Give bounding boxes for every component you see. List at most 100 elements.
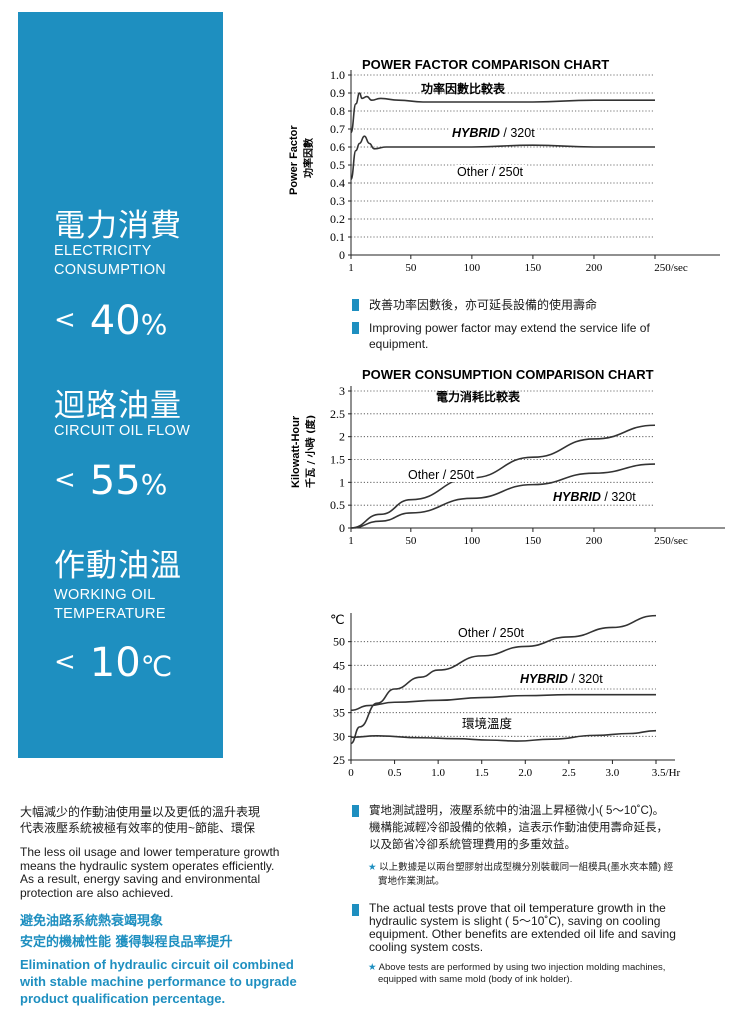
x-tick-label: 100 [464,262,481,274]
bullet-square-icon [352,805,359,817]
series-label: 環境溫度 [462,716,513,731]
y-tick-label: 0.9 [330,86,345,100]
x-tick-label: 150 [525,535,542,547]
series-name: HYBRID [520,672,568,686]
text-line: The less oil usage and lower temperature… [20,845,280,859]
y-tick-label: 45 [333,658,345,672]
y-tick-label: 2.5 [330,407,345,421]
text-line: 以及節省冷卻系統管理費用的多重效益。 [369,839,576,851]
series-line-0 [350,424,656,529]
power-consumption-chart: POWER CONSUMPTION COMPARISON CHART 電力消耗比… [290,367,725,547]
y-tick-label: 35 [333,706,345,720]
series-line-1 [350,463,656,529]
series-line-1 [350,693,656,712]
note-line: 以上數據是以兩台塑膠射出成型機分別裝載同一組模具(墨水夾本體) 經 [379,862,674,873]
x-tick-label: 1 [348,535,354,547]
note-line: Above tests are performed by using two i… [378,962,666,973]
series-line-1 [350,135,655,181]
chart-title: POWER FACTOR COMPARISON CHART [362,57,609,72]
text-line: 避免油路系統熱衰竭現象 [20,914,164,929]
x-tick-label: 100 [464,535,481,547]
y-tick-label: 0 [339,521,345,535]
chart-title: POWER CONSUMPTION COMPARISON CHART [362,367,654,382]
star-icon: ★ [368,862,377,873]
metrics-panel: 電力消費 ELECTRICITY CONSUMPTION <40% 迴路油量 C… [18,12,223,758]
label-backdrop [460,716,515,731]
series-label: Other / 250t [408,468,475,482]
series-label: HYBRID / 320t [520,672,603,686]
y-tick-label: 25 [333,753,345,767]
y-tick-label: 50 [333,635,345,649]
y-axis-label-zh: 千瓦 / 小時 (度) [304,415,317,488]
note-line: equipped with same mold (body of ink hol… [378,974,573,985]
highlight-zh: 避免油路系統熱衰竭現象 安定的機械性能 獲得製程良品率提升 [20,911,320,953]
x-tick-label: 200 [586,535,603,547]
x-tick-label: 50 [405,535,417,547]
y-axis-label: Kilowatt-Hour [290,415,302,488]
metric-en-line1: WORKING OIL [54,587,156,603]
metric-zh: 作動油溫 [54,548,182,584]
metric-number: 40 [89,298,141,344]
bullet-zh: 改善功率因數後，亦可延長設備的使用壽命 [352,297,722,313]
y-unit-label: ℃ [330,612,345,627]
y-tick-label: 0.7 [330,122,345,136]
series-suffix: / 320t [568,672,603,686]
bullet-en: Improving power factor may extend the se… [352,320,722,352]
y-tick-label: 40 [333,682,345,696]
x-tick-label: 2.0 [518,767,532,779]
x-tick-label: 1.5 [475,767,489,779]
x-tick-label: 150 [525,262,542,274]
x-tick-label: 3.0 [606,767,620,779]
series-line-0 [350,614,657,745]
x-tick-label: 200 [586,262,603,274]
label-backdrop [456,626,527,640]
text-line: protection are also achieved. [20,885,174,900]
x-tick-label: 250/sec [654,535,688,547]
less-than-sign: < [54,465,76,495]
star-icon: ★ [368,962,377,973]
y-axis-label-zh: 功率因數 [302,138,315,178]
y-tick-label: 0.2 [330,212,345,226]
bullet-square-icon [352,322,359,334]
text-line: equipment. Other benefits are extended o… [369,927,676,941]
efficiency-text-zh: 大幅減少的作動油使用量以及更低的溫升表現 代表液壓系統被極有效率的使用~節能、環… [20,804,320,836]
bullet-text-line2: equipment. [369,337,429,351]
charts-canvas: POWER FACTOR COMPARISON CHART 功率因數比較表 Po… [288,57,725,779]
label-backdrop [551,490,639,504]
y-tick-label: 0.4 [330,176,345,190]
metric-en-line1: ELECTRICITY [54,243,152,259]
metric-zh: 電力消費 [54,208,182,244]
x-tick-label: 50 [405,262,417,274]
bullet-text: 改善功率因數後，亦可延長設備的使用壽命 [369,298,598,312]
metric-unit: % [140,468,168,501]
metric-value: <40% [54,298,167,344]
series-suffix: / 320t [601,490,636,504]
x-tick-label: 1.0 [431,767,445,779]
metric-unit: ℃ [140,650,173,683]
text-line: 安定的機械性能 獲得製程良品率提升 [20,935,233,950]
text-line: 實地測試證明，液壓系統中的油溫上昇極微小( 5～10˚C)。 [369,805,665,817]
y-tick-label: 2 [339,430,345,444]
efficiency-text-en: The less oil usage and lower temperature… [20,845,320,900]
series-line-0 [350,92,655,134]
chart-subtitle: 電力消耗比較表 [436,389,521,404]
bullet-square-icon [352,904,359,916]
series-name: HYBRID [452,126,500,140]
text-line: with stable machine performance to upgra… [20,974,297,989]
metric-value: <55% [54,458,167,504]
less-than-sign: < [54,305,76,335]
metric-en: CIRCUIT OIL FLOW [54,422,190,441]
text-line: hydraulic system is slight ( 5～10˚C), sa… [369,914,661,928]
y-tick-label: 1 [339,475,345,489]
y-tick-label: 0.6 [330,140,345,154]
metric-unit: % [140,308,168,341]
highlight-en: Elimination of hydraulic circuit oil com… [20,956,320,1007]
text-line: product qualification percentage. [20,991,226,1006]
metric-zh: 迴路油量 [54,388,182,424]
y-tick-label: 0 [339,248,345,262]
series-name: HYBRID [553,490,601,504]
note-line: 實地作業測試。 [378,876,445,887]
x-tick-label: 3.5/Hr [652,767,681,779]
metric-en-line2: CONSUMPTION [54,262,167,278]
text-line: The actual tests prove that oil temperat… [369,901,666,915]
